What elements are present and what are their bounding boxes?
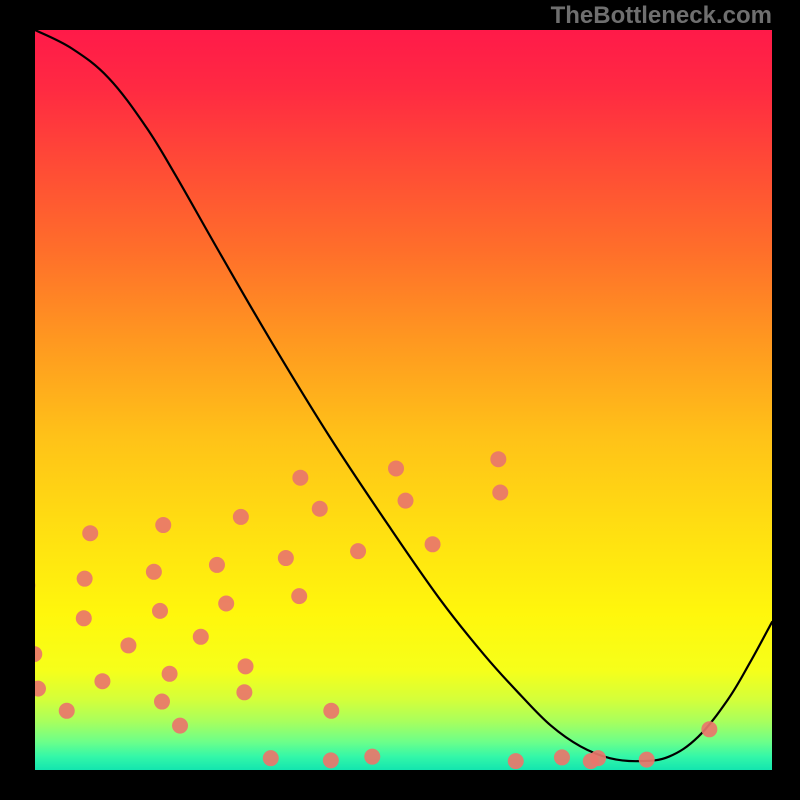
marker-dot bbox=[263, 750, 279, 766]
marker-dot bbox=[508, 753, 524, 769]
marker-dot bbox=[425, 536, 441, 552]
marker-dot bbox=[76, 610, 92, 626]
marker-dot bbox=[639, 752, 655, 768]
marker-dot bbox=[388, 460, 404, 476]
marker-dot bbox=[162, 666, 178, 682]
marker-dot bbox=[312, 501, 328, 517]
chart-stage: TheBottleneck.com bbox=[0, 0, 800, 800]
marker-dot bbox=[82, 525, 98, 541]
marker-dot bbox=[291, 588, 307, 604]
marker-dot bbox=[323, 703, 339, 719]
watermark-text: TheBottleneck.com bbox=[551, 2, 772, 30]
marker-dot bbox=[218, 596, 234, 612]
marker-dot bbox=[94, 673, 110, 689]
marker-dot bbox=[146, 564, 162, 580]
marker-dot bbox=[77, 571, 93, 587]
marker-dot bbox=[292, 470, 308, 486]
marker-dot bbox=[154, 694, 170, 710]
marker-dot bbox=[59, 703, 75, 719]
marker-dot bbox=[492, 485, 508, 501]
marker-dot bbox=[583, 753, 599, 769]
marker-dot bbox=[364, 749, 380, 765]
marker-dot bbox=[278, 550, 294, 566]
plot-area bbox=[35, 30, 772, 770]
marker-dot bbox=[233, 509, 249, 525]
marker-dot bbox=[554, 749, 570, 765]
marker-dot bbox=[350, 543, 366, 559]
gradient-background bbox=[35, 30, 772, 770]
marker-dot bbox=[323, 752, 339, 768]
marker-dot bbox=[193, 629, 209, 645]
marker-dot bbox=[701, 721, 717, 737]
marker-dot bbox=[238, 658, 254, 674]
marker-dot bbox=[155, 517, 171, 533]
marker-dot bbox=[172, 718, 188, 734]
marker-dot bbox=[236, 684, 252, 700]
marker-dot bbox=[120, 637, 136, 653]
marker-dot bbox=[152, 603, 168, 619]
marker-dot bbox=[490, 451, 506, 467]
marker-dot bbox=[209, 557, 225, 573]
marker-dot bbox=[398, 493, 414, 509]
chart-svg bbox=[35, 30, 772, 770]
